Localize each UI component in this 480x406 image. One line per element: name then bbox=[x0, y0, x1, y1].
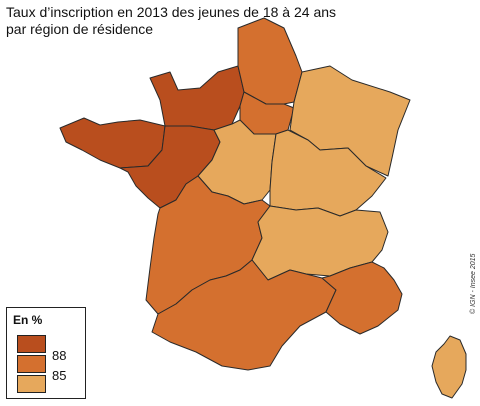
region-bourgogne-franche-comte bbox=[269, 129, 387, 217]
legend-label-88: 88 bbox=[52, 348, 67, 363]
legend-swatch-mid bbox=[17, 355, 46, 373]
region-corse bbox=[431, 335, 467, 399]
region-normandie bbox=[149, 65, 245, 131]
legend: En % 88 85 bbox=[6, 307, 86, 399]
region-bretagne bbox=[59, 117, 166, 169]
legend-title: En % bbox=[13, 313, 43, 327]
map-title: Taux d’inscription en 2013 des jeunes de… bbox=[6, 4, 337, 37]
copyright-notice: © IGN - Insee 2015 bbox=[470, 253, 477, 314]
legend-label-85: 85 bbox=[52, 368, 67, 383]
legend-swatch-high bbox=[17, 335, 46, 353]
region-paca bbox=[321, 261, 403, 335]
legend-swatch-low bbox=[17, 375, 46, 393]
region-hauts-de-france bbox=[237, 17, 303, 105]
